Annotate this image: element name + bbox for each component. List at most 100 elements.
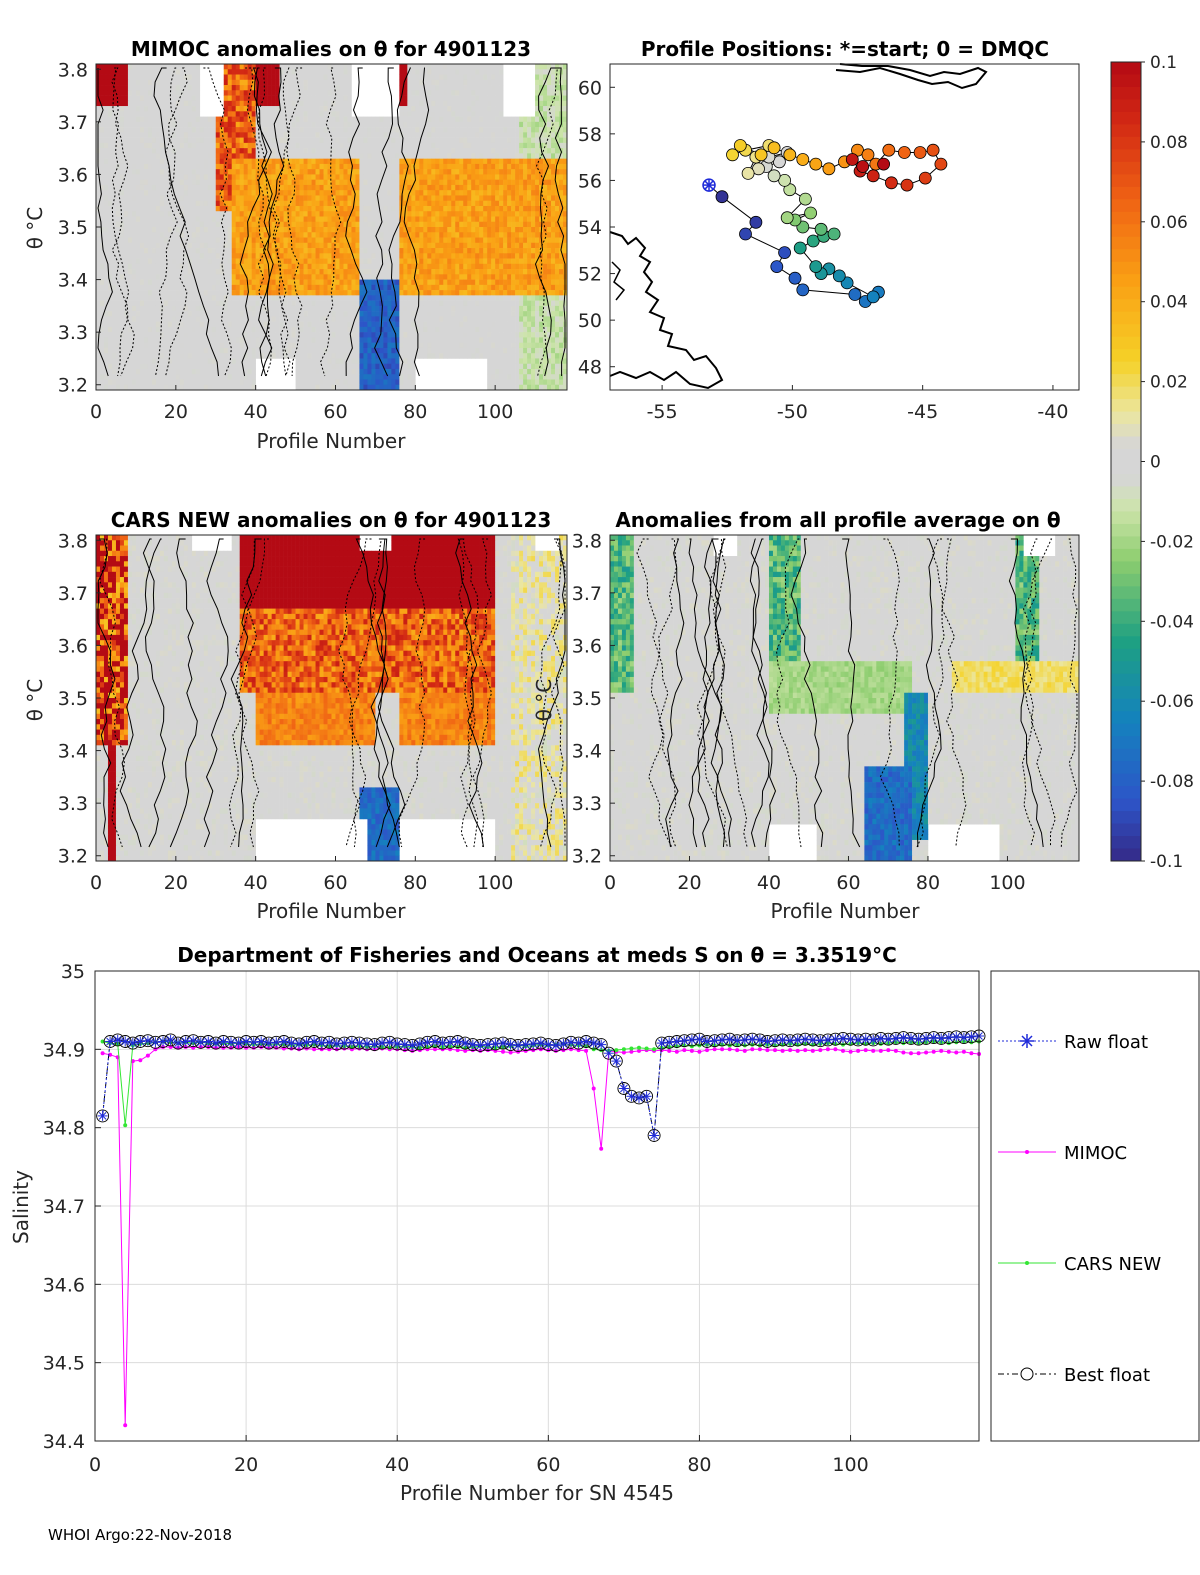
mimoc-cell [267,221,272,228]
mimoc-cell [235,64,240,70]
mimoc-cell [379,158,384,165]
mimoc-cell [343,69,348,75]
mimoc-cell [235,221,240,228]
mimoc-cell [275,148,280,154]
mimoc-cell [507,142,512,149]
mimoc-cell [527,127,532,133]
mimoc-cell [371,190,376,196]
mimoc-cell [563,111,568,117]
mimoc-cell [451,248,456,254]
mimoc-cell [107,237,113,244]
mimoc-cell [243,148,248,154]
mimoc-cell [96,64,101,70]
mimoc-cell [115,174,121,180]
mimoc-cell [191,111,197,117]
mimoc-cell [143,200,149,207]
mimoc-cell [227,269,233,275]
mimoc-cell [555,221,560,228]
mimoc-cell [415,142,420,149]
mimoc-cell [107,242,113,249]
mimoc-cell [279,242,284,249]
mimoc-cell [295,253,300,259]
mimoc-cell [535,269,540,275]
mimoc-cell [255,269,260,275]
mimoc-cell [335,242,340,249]
mimoc-cell [547,195,552,202]
mimoc-cell [295,295,300,301]
mimoc-cell [323,64,328,70]
mimoc-cell [423,137,428,144]
mimoc-cell [223,127,229,133]
mimoc-cell [495,169,500,175]
mimoc-cell [479,127,484,133]
mimoc-cell [451,200,456,207]
mimoc-cell [163,148,169,154]
mimoc-cell [551,85,556,91]
mimoc-cell [455,132,460,138]
mimoc-cell [563,106,568,112]
mimoc-cell [123,121,129,128]
mimoc-cell [203,116,209,123]
mimoc-cell [391,184,396,191]
mimoc-cell [391,132,396,138]
mimoc-cell [535,74,540,81]
mimoc-cell [551,100,556,107]
mimoc-cell [127,263,133,270]
mimoc-cell [235,106,240,112]
mimoc-cell [411,69,416,75]
mimoc-cell [235,85,240,91]
mimoc-cell [507,132,512,138]
mimoc-cell [179,174,185,180]
mimoc-cell [235,121,240,128]
mimoc-cell [555,263,560,270]
mimoc-cell [555,100,560,107]
mimoc-cell [419,116,424,123]
mimoc-cell [163,258,169,265]
mimoc-cell [339,253,344,259]
mimoc-cell [459,237,464,244]
mimoc-cell [143,132,149,138]
mimoc-cell [431,279,436,286]
mimoc-cell [379,258,384,265]
mimoc-cell [155,227,161,233]
mimoc-cell [327,169,332,175]
mimoc-cell [107,95,113,102]
mimoc-cell [171,121,177,128]
mimoc-cell [335,269,340,275]
mimoc-cell [439,74,444,81]
mimoc-cell [231,100,236,107]
mimoc-cell [359,258,364,265]
mimoc-cell [143,263,149,270]
mimoc-cell [315,184,320,191]
mimoc-cell [327,279,332,286]
mimoc-cell [279,163,284,170]
mimoc-cell [243,221,248,228]
mimoc-cell [407,121,412,128]
mimoc-cell [335,184,340,191]
mimoc-cell [179,179,185,186]
mimoc-cell [379,121,384,128]
mimoc-cell [159,227,165,233]
mimoc-cell [295,232,300,238]
mimoc-cell [275,174,280,180]
mimoc-cell [331,227,336,233]
mimoc-cell [467,169,472,175]
mimoc-cell [139,142,145,149]
mimoc-cell [451,90,456,96]
mimoc-cell [131,90,137,96]
mimoc-cell [319,195,324,202]
mimoc-cell [151,127,157,133]
mimoc-cell [135,232,141,238]
mimoc-cell [563,169,568,175]
mimoc-cell [335,85,340,91]
mimoc-cell [559,163,564,170]
mimoc-cell [363,237,368,244]
mimoc-cell [107,221,113,228]
mimoc-cell [391,163,396,170]
mimoc-cell [96,211,101,217]
mimoc-cell [151,221,157,228]
mimoc-cell [255,274,260,280]
mimoc-cell [307,148,312,154]
mimoc-cell [255,64,260,70]
mimoc-cell [507,127,512,133]
